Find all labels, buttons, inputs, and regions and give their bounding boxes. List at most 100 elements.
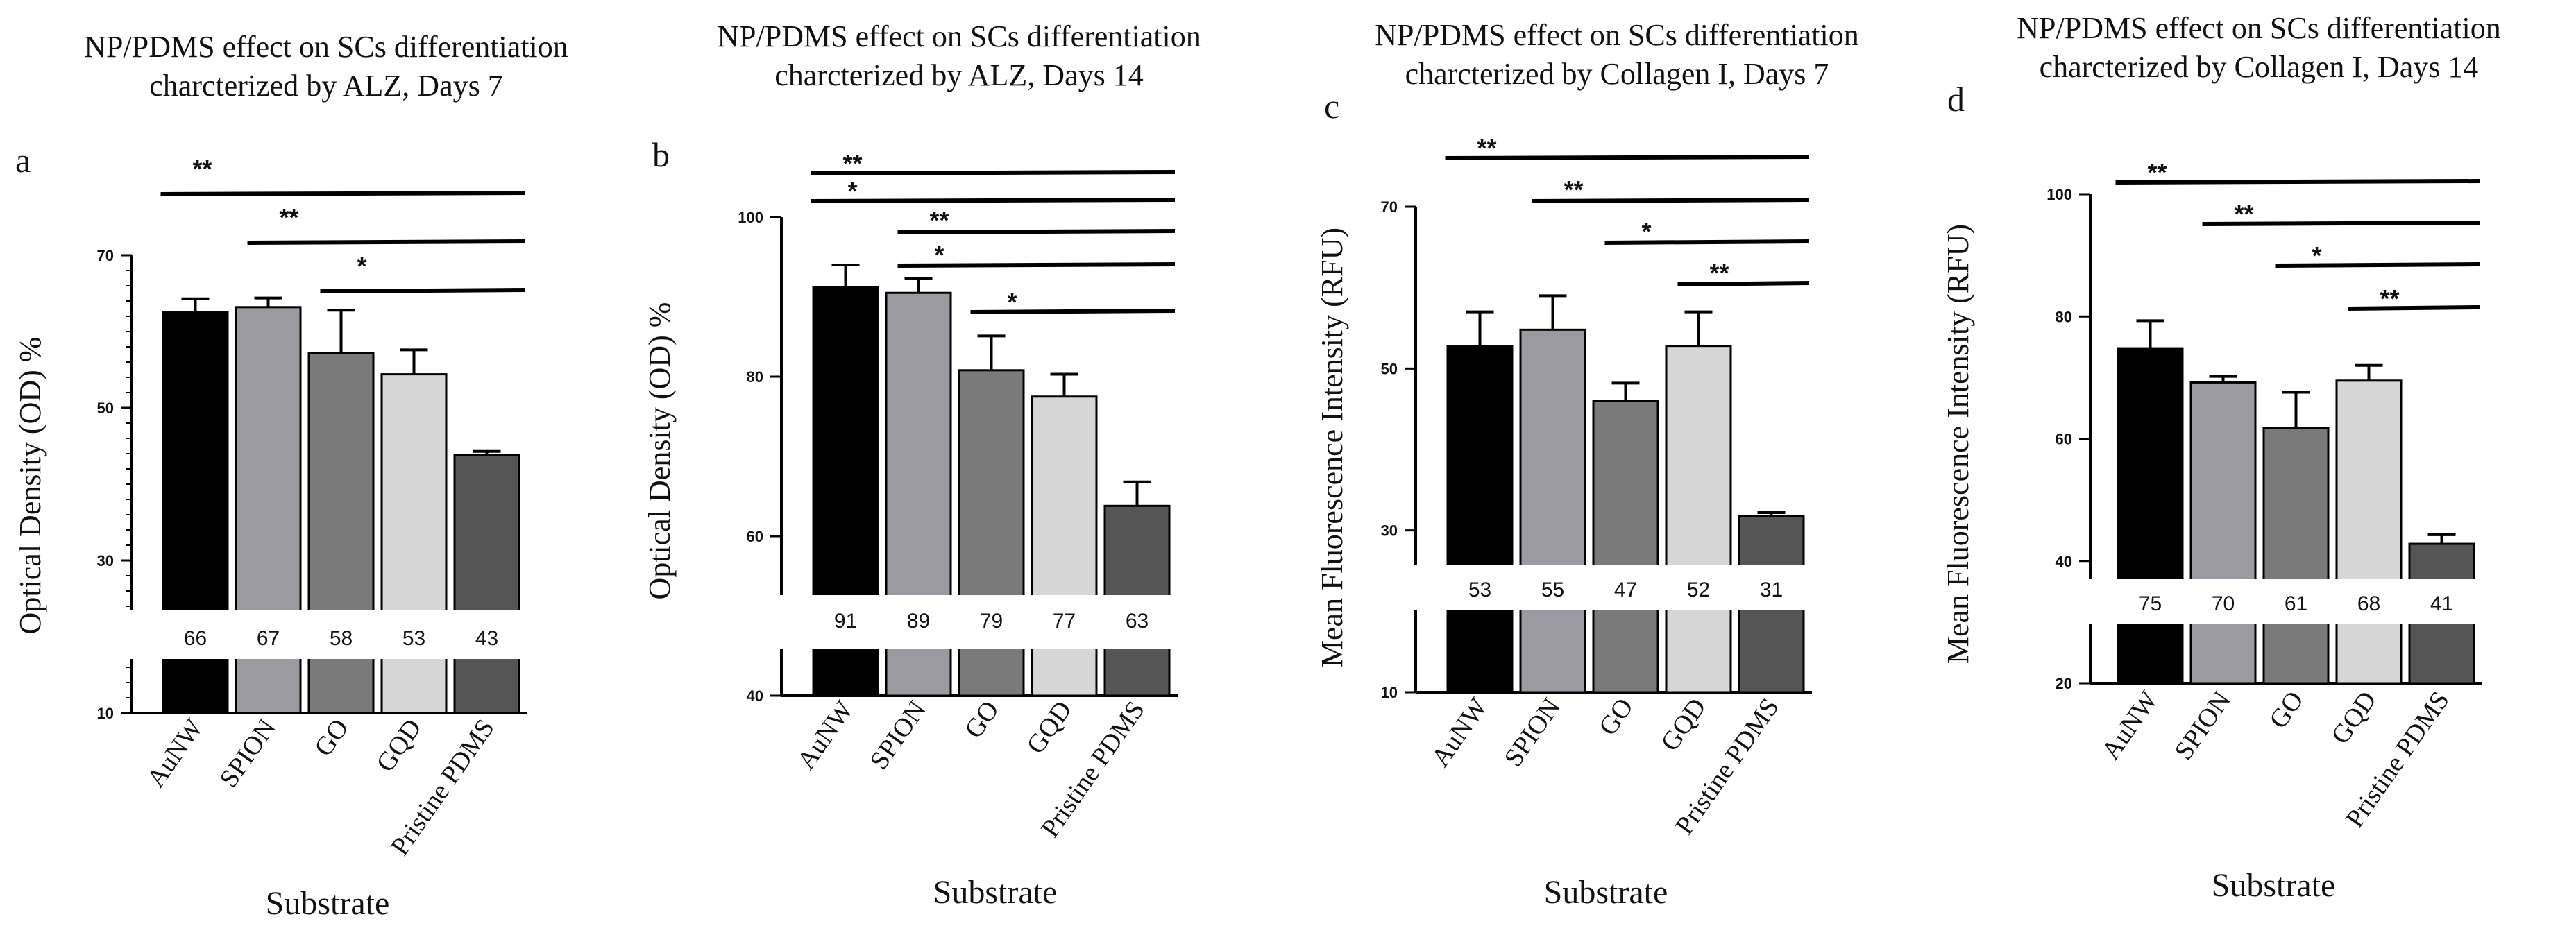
x-tick-label: SPION [1498,693,1566,772]
value-label-strip [126,610,534,659]
significance-line [897,262,1176,268]
panel-label: b [652,135,670,174]
x-tick-label: GQD [1655,693,1712,757]
significance-marker: ** [842,149,862,178]
data-label: 43 [475,627,498,650]
significance-line [1445,155,1810,160]
significance-marker: ** [192,155,212,183]
panel-label: a [15,141,31,180]
value-label-strip [1410,565,1819,610]
chart-panel-d: NP/PDMS effect on SCs differentiation cha… [1941,11,2501,904]
chart-title-line: charcterized by Collagen I, Days 7 [1405,57,1829,91]
y-tick-label: 50 [97,400,114,417]
x-axis-label: Substrate [2212,867,2336,904]
x-tick-label: AuNW [792,696,859,775]
chart-title: NP/PDMS effect on SCs differentiation cha… [84,30,568,103]
significance-line [811,198,1176,203]
y-axis-label: Mean Fluorescence Intensity (RFU) [1941,224,1975,664]
y-tick-label: 70 [97,247,114,264]
data-label: 55 [1541,578,1564,601]
data-label: 66 [184,627,207,650]
x-tick-label: GQD [371,714,427,778]
significance-marker: ** [2234,200,2253,228]
y-tick-label: 80 [2056,308,2072,325]
y-axis-label: Mean Fluorescence Intensity (RFU) [1315,228,1349,667]
x-tick-label: GO [309,714,355,762]
x-tick-label: AuNW [2096,686,2164,765]
bar-go [1592,400,1659,694]
significance-marker: ** [1564,175,1583,204]
y-tick-label: 50 [1381,360,1398,377]
x-tick-label: AuNW [142,714,209,793]
chart-panel-a: NP/PDMS effect on SCs differentiation cha… [13,30,568,922]
significance-marker: ** [279,203,298,232]
data-label: 61 [2285,592,2307,615]
y-tick-label: 100 [2047,186,2072,203]
y-tick-label: 80 [747,368,763,386]
data-label: 91 [834,610,857,633]
bar-gqd [1031,395,1098,697]
x-tick-label: GO [959,696,1005,744]
bar-aunw [2117,347,2184,685]
x-axis-label: Substrate [266,885,390,922]
chart-title: NP/PDMS effect on SCs differentiation cha… [2017,11,2500,84]
value-label-strip [776,595,1185,649]
significance-marker: * [2312,241,2321,270]
significance-marker: * [847,177,857,205]
data-label: 31 [1760,578,1783,601]
significance-line [811,170,1176,175]
bar-aunw [1446,345,1514,694]
data-label: 53 [402,627,425,650]
chart-title: NP/PDMS effect on SCs differentiation cha… [1375,18,1858,91]
significance-marker: * [934,241,944,269]
data-label: 68 [2357,592,2380,615]
y-tick-label: 70 [1381,198,1398,216]
chart-panel-b: NP/PDMS effect on SCs differentiation cha… [643,19,1201,911]
x-tick-label: SPION [864,696,931,775]
y-tick-label: 60 [747,528,763,545]
significance-line [1532,198,1810,203]
chart-panel-c: NP/PDMS effect on SCs differentiation cha… [1315,18,1859,911]
bar-gqd [1665,345,1732,694]
y-tick-label: 30 [97,552,114,569]
y-tick-label: 10 [1381,684,1398,701]
significance-marker: ** [1709,259,1729,287]
chart-title-line: charcterized by ALZ, Days 7 [149,69,502,103]
data-label: 53 [1468,578,1491,601]
x-tick-label: AuNW [1426,693,1493,772]
significance-marker: ** [929,206,949,234]
data-label: 52 [1687,578,1710,601]
y-tick-label: 100 [738,209,763,226]
data-label: 89 [907,610,930,633]
y-axis-label: Optical Density (OD) % [13,337,47,635]
y-axis-label: Optical Density (OD) % [643,302,677,600]
y-tick-label: 40 [2056,553,2072,570]
x-tick-label: GQD [2325,686,2382,750]
significance-marker: ** [1477,134,1496,162]
chart-title-line: NP/PDMS effect on SCs differentiation [84,30,568,64]
significance-marker: ** [2380,284,2399,313]
bar-spion [2189,381,2257,685]
significance-line [1677,281,1810,286]
x-tick-label: SPION [2169,686,2236,765]
significance-line [2202,221,2480,226]
bar-go [2262,427,2330,685]
bar-spion [1519,328,1586,694]
panel-label: d [1947,80,1965,119]
significance-line [1604,239,1810,245]
significance-marker: ** [2147,158,2167,187]
significance-line [2275,262,2480,268]
value-label-strip [2085,579,2489,624]
data-label: 47 [1614,578,1637,601]
bar-go [307,352,375,714]
significance-line [2115,179,2480,185]
bar-pristine-pdms [453,454,520,714]
data-label: 70 [2212,592,2235,615]
y-tick-label: 60 [2056,431,2072,448]
bar-gqd [380,373,448,714]
x-axis-label: Substrate [933,874,1058,911]
significance-line [2348,305,2480,311]
significance-line [970,309,1176,314]
y-tick-label: 10 [97,705,114,722]
